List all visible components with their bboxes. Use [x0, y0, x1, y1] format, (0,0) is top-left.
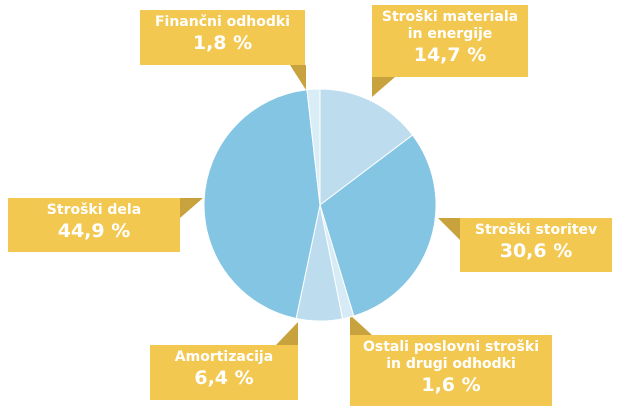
slice-name: Finančni odhodki	[154, 14, 291, 30]
callout-label: Finančni odhodki 1,8 %	[140, 10, 305, 65]
callout-pointers	[180, 65, 460, 345]
pointer	[438, 218, 460, 240]
pointer	[180, 198, 203, 218]
slice-value: 14,7 %	[413, 44, 487, 66]
slice-name: Stroški storitev	[474, 222, 598, 238]
callout-label: Ostali poslovni stroški in drugi odhodki…	[350, 335, 552, 406]
callout-label: Stroški storitev 30,6 %	[460, 218, 612, 272]
slice-name: Ostali poslovni stroški in drugi odhodki	[363, 339, 539, 372]
slice-value: 6,4 %	[194, 367, 254, 389]
slice-value: 1,8 %	[192, 32, 253, 54]
slice-name: Stroški materiala in energije	[381, 9, 519, 42]
slice-value: 30,6 %	[499, 240, 573, 262]
pointer	[290, 65, 306, 90]
pie-slice	[306, 88, 321, 206]
callout-label: Stroški materiala in energije 14,7 %	[372, 5, 528, 77]
slice-value: 44,9 %	[57, 220, 131, 242]
pie-slice	[203, 89, 321, 320]
pointer	[276, 322, 298, 345]
pointer	[350, 315, 372, 335]
slice-value: 1,6 %	[421, 374, 481, 396]
pie-slice	[319, 134, 437, 317]
callout-label: Amortizacija 6,4 %	[150, 345, 298, 400]
pointer	[372, 77, 395, 97]
slice-name: Stroški dela	[46, 202, 142, 218]
callout-label: Stroški dela 44,9 %	[8, 198, 180, 252]
pie-slice	[319, 88, 414, 207]
slice-name: Amortizacija	[174, 349, 274, 365]
